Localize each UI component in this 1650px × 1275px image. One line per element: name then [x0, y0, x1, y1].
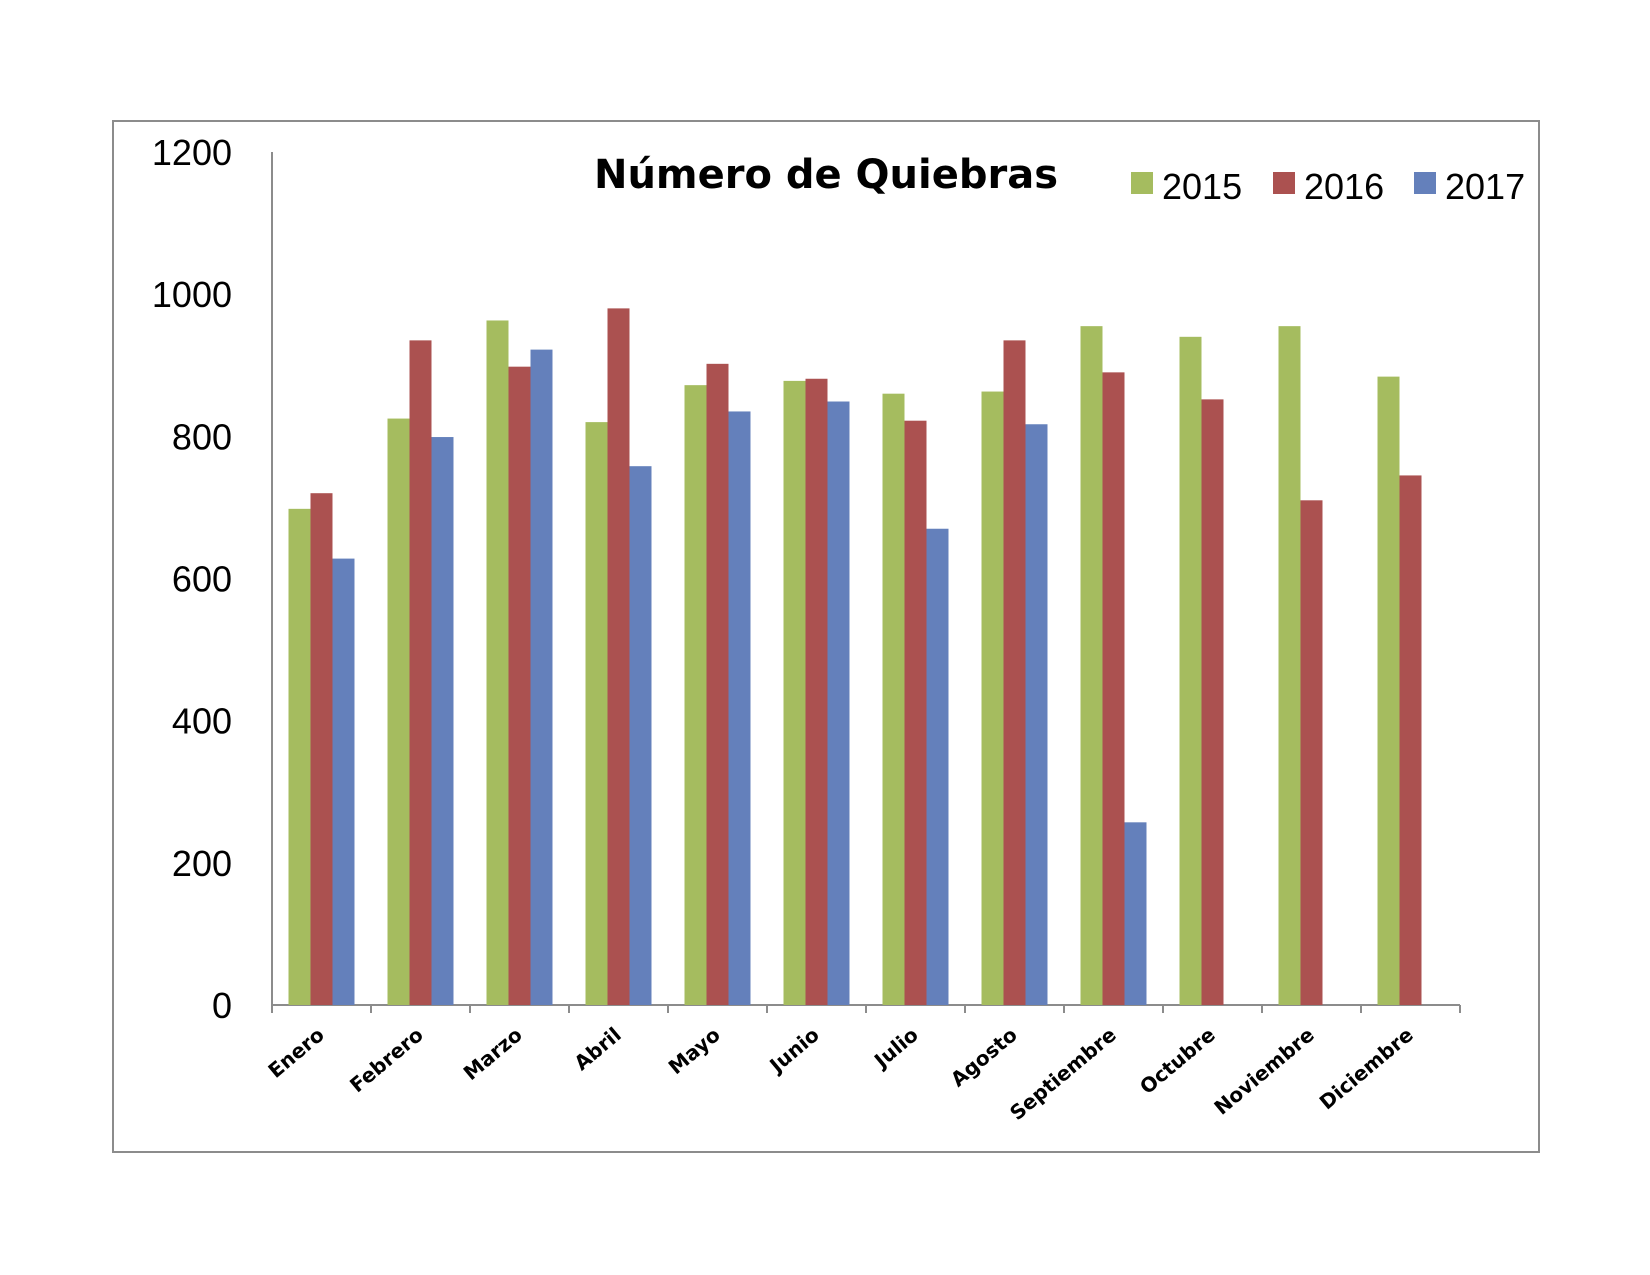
bar-2015-octubre — [1179, 336, 1202, 1006]
bar-2017-mayo — [728, 411, 751, 1005]
y-tick-label: 1000 — [152, 274, 232, 315]
bar-2015-noviembre — [1278, 326, 1301, 1005]
y-tick-label: 800 — [172, 416, 232, 457]
y-tick-label: 1200 — [152, 132, 232, 173]
legend-label-2016: 2016 — [1304, 166, 1384, 207]
bar-2015-julio — [882, 393, 905, 1005]
bar-2015-diciembre — [1377, 376, 1400, 1006]
bar-2015-marzo — [486, 320, 509, 1005]
legend-label-2015: 2015 — [1162, 166, 1242, 207]
bar-2015-mayo — [684, 385, 707, 1005]
bar-2016-mayo — [706, 363, 729, 1005]
bar-2016-febrero — [409, 340, 432, 1005]
bar-2017-julio — [926, 528, 949, 1005]
bar-2017-junio — [827, 401, 850, 1005]
bar-2017-septiembre — [1124, 822, 1147, 1005]
bar-2015-abril — [585, 422, 608, 1005]
bar-2016-abril — [607, 308, 630, 1006]
bar-2017-abril — [629, 466, 652, 1005]
bar-2016-septiembre — [1102, 372, 1125, 1005]
legend-swatch-2015 — [1131, 172, 1153, 194]
bar-2017-enero — [332, 558, 355, 1005]
bar-2015-febrero — [387, 418, 410, 1005]
bar-2016-julio — [904, 420, 927, 1005]
bar-2017-marzo — [530, 349, 553, 1005]
bar-2015-agosto — [981, 391, 1004, 1005]
bar-2016-agosto — [1003, 340, 1026, 1005]
y-tick-label: 200 — [172, 843, 232, 884]
y-tick-label: 0 — [212, 985, 232, 1026]
bar-2015-septiembre — [1080, 326, 1103, 1005]
y-tick-label: 400 — [172, 701, 232, 742]
bar-2017-febrero — [431, 437, 454, 1005]
y-tick-label: 600 — [172, 559, 232, 600]
bar-2016-junio — [805, 378, 828, 1005]
bar-2016-octubre — [1201, 399, 1224, 1005]
legend-swatch-2017 — [1414, 172, 1436, 194]
bar-2016-diciembre — [1399, 475, 1422, 1005]
bar-2016-marzo — [508, 366, 531, 1006]
chart-title: Número de Quiebras — [594, 152, 1058, 198]
bar-2015-enero — [288, 508, 311, 1005]
bar-2017-agosto — [1025, 424, 1048, 1006]
bar-2016-noviembre — [1300, 500, 1323, 1005]
bar-2015-junio — [783, 380, 806, 1006]
legend-swatch-2016 — [1273, 172, 1295, 194]
bar-2016-enero — [310, 493, 333, 1005]
legend-label-2017: 2017 — [1445, 166, 1525, 207]
legend: 2015 2016 2017 — [1131, 166, 1525, 207]
